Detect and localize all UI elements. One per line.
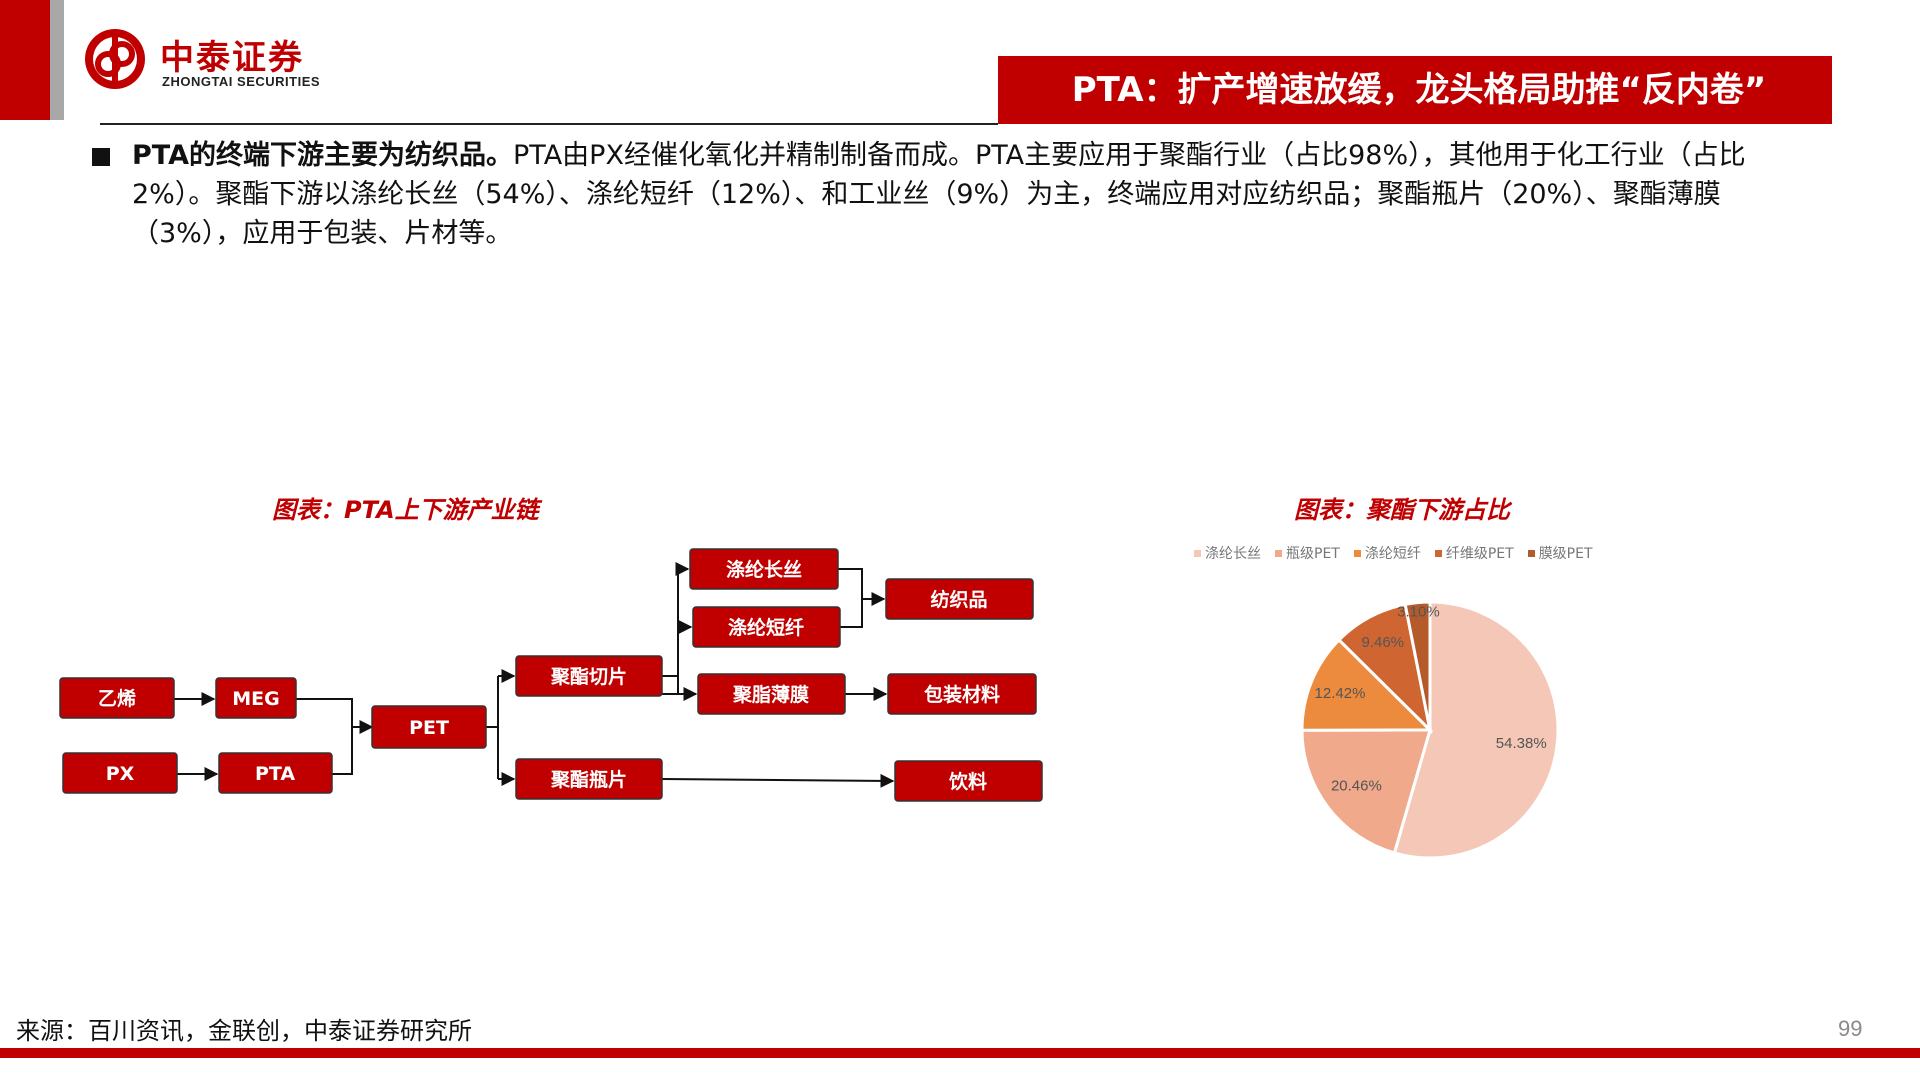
pie-chart-title: 图表：聚酯下游占比 [1294, 496, 1510, 524]
legend-item: 膜级PET [1527, 543, 1593, 563]
brand-name-en: ZHONGTAI SECURITIES [162, 74, 321, 89]
legend-swatch-icon [1434, 549, 1442, 557]
footer-bar [0, 1048, 1920, 1058]
legend-swatch-icon [1275, 549, 1282, 557]
legend-swatch-icon [1194, 549, 1201, 557]
node-film: 聚脂薄膜 [697, 673, 846, 715]
pie-data-label: 54.38% [1496, 735, 1547, 752]
pie-data-label: 3.10% [1397, 604, 1440, 621]
left-accent-bar [0, 0, 50, 120]
pie-slice [1392, 600, 1560, 860]
node-film-label: 聚脂薄膜 [732, 683, 809, 706]
brand-logo: 中泰证券 ZHONGTAI SECURITIES [82, 26, 402, 96]
pie-slice [1300, 728, 1432, 855]
pie-data-label: 12.42% [1315, 685, 1366, 702]
node-pet-label: PET [409, 717, 449, 739]
legend-item: 涤纶短纤 [1353, 543, 1421, 563]
legend-label: 涤纶短纤 [1364, 546, 1421, 562]
node-px: PX [62, 752, 178, 794]
pie-slice [1300, 637, 1434, 732]
pie-slice [1403, 600, 1432, 731]
node-ethylene: 乙烯 [59, 677, 175, 719]
node-textile-label: 纺织品 [930, 588, 987, 611]
legend-swatch-icon [1527, 549, 1535, 557]
legend-item: 涤纶长丝 [1194, 543, 1261, 563]
pie-legend: 涤纶长丝 瓶级PET 涤纶短纤 纤维级PET 膜级PET [1194, 543, 1593, 563]
node-textile: 纺织品 [885, 578, 1034, 620]
bullet-paragraph: PTA的终端下游主要为纺织品。PTA由PX经催化氧化并精制制备而成。PTA主要应… [132, 136, 1812, 253]
brand-name-cn: 中泰证券 [160, 38, 304, 78]
bullet-lead: PTA的终端下游主要为纺织品。 [132, 140, 514, 171]
pie-data-label: 9.46% [1361, 634, 1404, 651]
node-meg: MEG [215, 677, 297, 719]
node-filament: 涤纶长丝 [689, 548, 839, 590]
node-bottle-label: 聚酯瓶片 [550, 768, 627, 791]
node-beverage: 饮料 [894, 760, 1043, 802]
node-pta: PTA [218, 752, 333, 794]
bullet-body: PTA由PX经催化氧化并精制制备而成。PTA主要应用于聚酯行业（占比98%），其… [132, 140, 1746, 249]
merge-filament-staple [838, 568, 863, 628]
pie-chart: 54.38% 20.46% 12.42% 9.46% 3.10% [1300, 600, 1560, 860]
legend-swatch-icon [1353, 549, 1361, 557]
slide-title: PTA：扩产增速放缓，龙头格局助推“反内卷” [998, 56, 1832, 124]
node-chip: 聚酯切片 [515, 655, 663, 697]
legend-label: 纤维级PET [1445, 546, 1514, 562]
node-packaging: 包装材料 [887, 673, 1037, 715]
merge-meg-pta [296, 698, 353, 775]
pie-data-label: 20.46% [1331, 777, 1382, 794]
node-filament-label: 涤纶长丝 [726, 558, 802, 581]
brand-mark-icon [85, 29, 145, 89]
legend-label: 瓶级PET [1286, 546, 1340, 562]
node-bottle: 聚酯瓶片 [515, 758, 663, 800]
footer-source: 来源：百川资讯，金联创，中泰证券研究所 [16, 1017, 472, 1045]
flow-connectors [174, 562, 895, 788]
node-pta-label: PTA [255, 763, 295, 785]
node-beverage-label: 饮料 [948, 770, 987, 793]
node-ethylene-label: 乙烯 [98, 687, 136, 710]
bullet-square-icon [92, 148, 110, 166]
node-px-label: PX [106, 763, 135, 785]
node-packaging-label: 包装材料 [924, 683, 1000, 706]
left-accent-bar-gray [50, 0, 64, 120]
header-divider [100, 123, 998, 125]
legend-item: 纤维级PET [1434, 543, 1514, 563]
page-number: 99 [1838, 1016, 1863, 1041]
node-pet: PET [371, 705, 487, 749]
flow-chart-title: 图表：PTA上下游产业链 [272, 496, 539, 524]
node-staple-label: 涤纶短纤 [728, 616, 804, 639]
node-meg-label: MEG [232, 688, 279, 710]
legend-item: 瓶级PET [1275, 543, 1340, 563]
legend-label: 膜级PET [1538, 546, 1593, 562]
node-chip-label: 聚酯切片 [550, 665, 627, 688]
arrow-to-beverage [661, 773, 895, 788]
legend-label: 涤纶长丝 [1205, 546, 1261, 562]
node-staple: 涤纶短纤 [692, 606, 841, 648]
